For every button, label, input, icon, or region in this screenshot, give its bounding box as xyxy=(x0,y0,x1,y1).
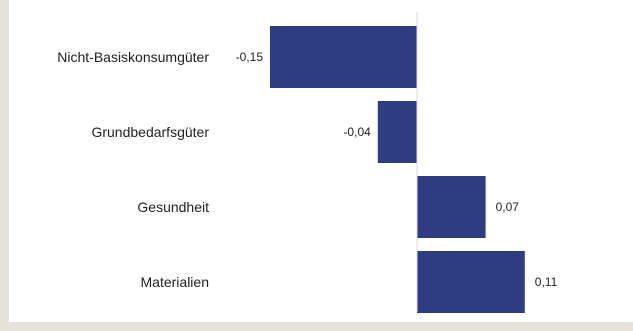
category-label-nicht-basiskonsumgueter: Nicht-Basiskonsumgüter xyxy=(57,49,209,65)
category-label-materialien: Materialien xyxy=(141,274,209,290)
bar-grundbedarfsgueter xyxy=(377,101,417,163)
bar-gesundheit xyxy=(417,176,486,238)
value-label-grundbedarfsgueter: -0,04 xyxy=(343,125,371,139)
category-label-grundbedarfsgueter: Grundbedarfsgüter xyxy=(91,124,209,140)
category-label-gesundheit: Gesundheit xyxy=(137,199,209,215)
value-label-gesundheit: 0,07 xyxy=(496,200,520,214)
labels-layer: Nicht-Basiskonsumgüter -0,15 Grundbedarfsg… xyxy=(57,49,557,290)
bars-layer xyxy=(270,26,525,313)
value-label-nicht-basiskonsumgueter: -0,15 xyxy=(236,50,264,64)
chart-panel: Nicht-Basiskonsumgüter -0,15 Grundbedarfsg… xyxy=(9,0,633,322)
bar-materialien xyxy=(417,251,525,313)
bar-nicht-basiskonsumgueter xyxy=(270,26,417,88)
bar-chart: Nicht-Basiskonsumgüter -0,15 Grundbedarfsg… xyxy=(57,12,558,313)
value-label-materialien: 0,11 xyxy=(535,275,558,289)
